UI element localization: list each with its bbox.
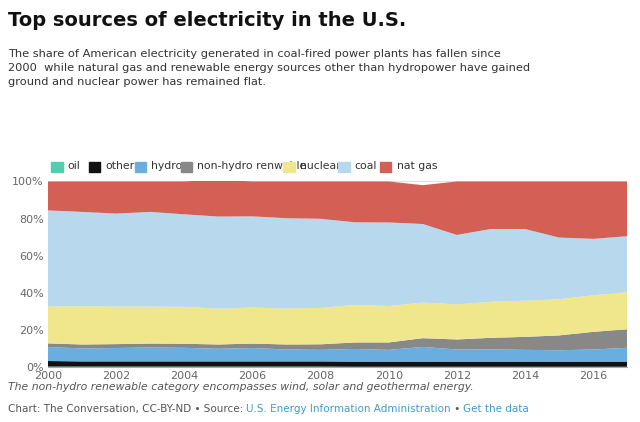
Text: nat gas: nat gas [397, 161, 437, 171]
Text: The share of American electricity generated in coal-fired power plants has falle: The share of American electricity genera… [8, 49, 530, 87]
Text: nuclear: nuclear [300, 161, 340, 171]
Text: Top sources of electricity in the U.S.: Top sources of electricity in the U.S. [8, 11, 406, 30]
Text: U.S. Energy Information Administration: U.S. Energy Information Administration [246, 404, 451, 414]
Text: Chart: The Conversation, CC-BY-ND • Source:: Chart: The Conversation, CC-BY-ND • Sour… [8, 404, 246, 414]
Text: other: other [105, 161, 134, 171]
Text: non-hydro renwable: non-hydro renwable [197, 161, 307, 171]
Text: •: • [451, 404, 463, 414]
Text: hydro: hydro [151, 161, 182, 171]
Text: oil: oil [68, 161, 81, 171]
Text: The non-hydro renewable category encompasses wind, solar and geothermal energy.: The non-hydro renewable category encompa… [8, 382, 474, 392]
Text: Get the data: Get the data [463, 404, 529, 414]
Text: coal: coal [355, 161, 377, 171]
